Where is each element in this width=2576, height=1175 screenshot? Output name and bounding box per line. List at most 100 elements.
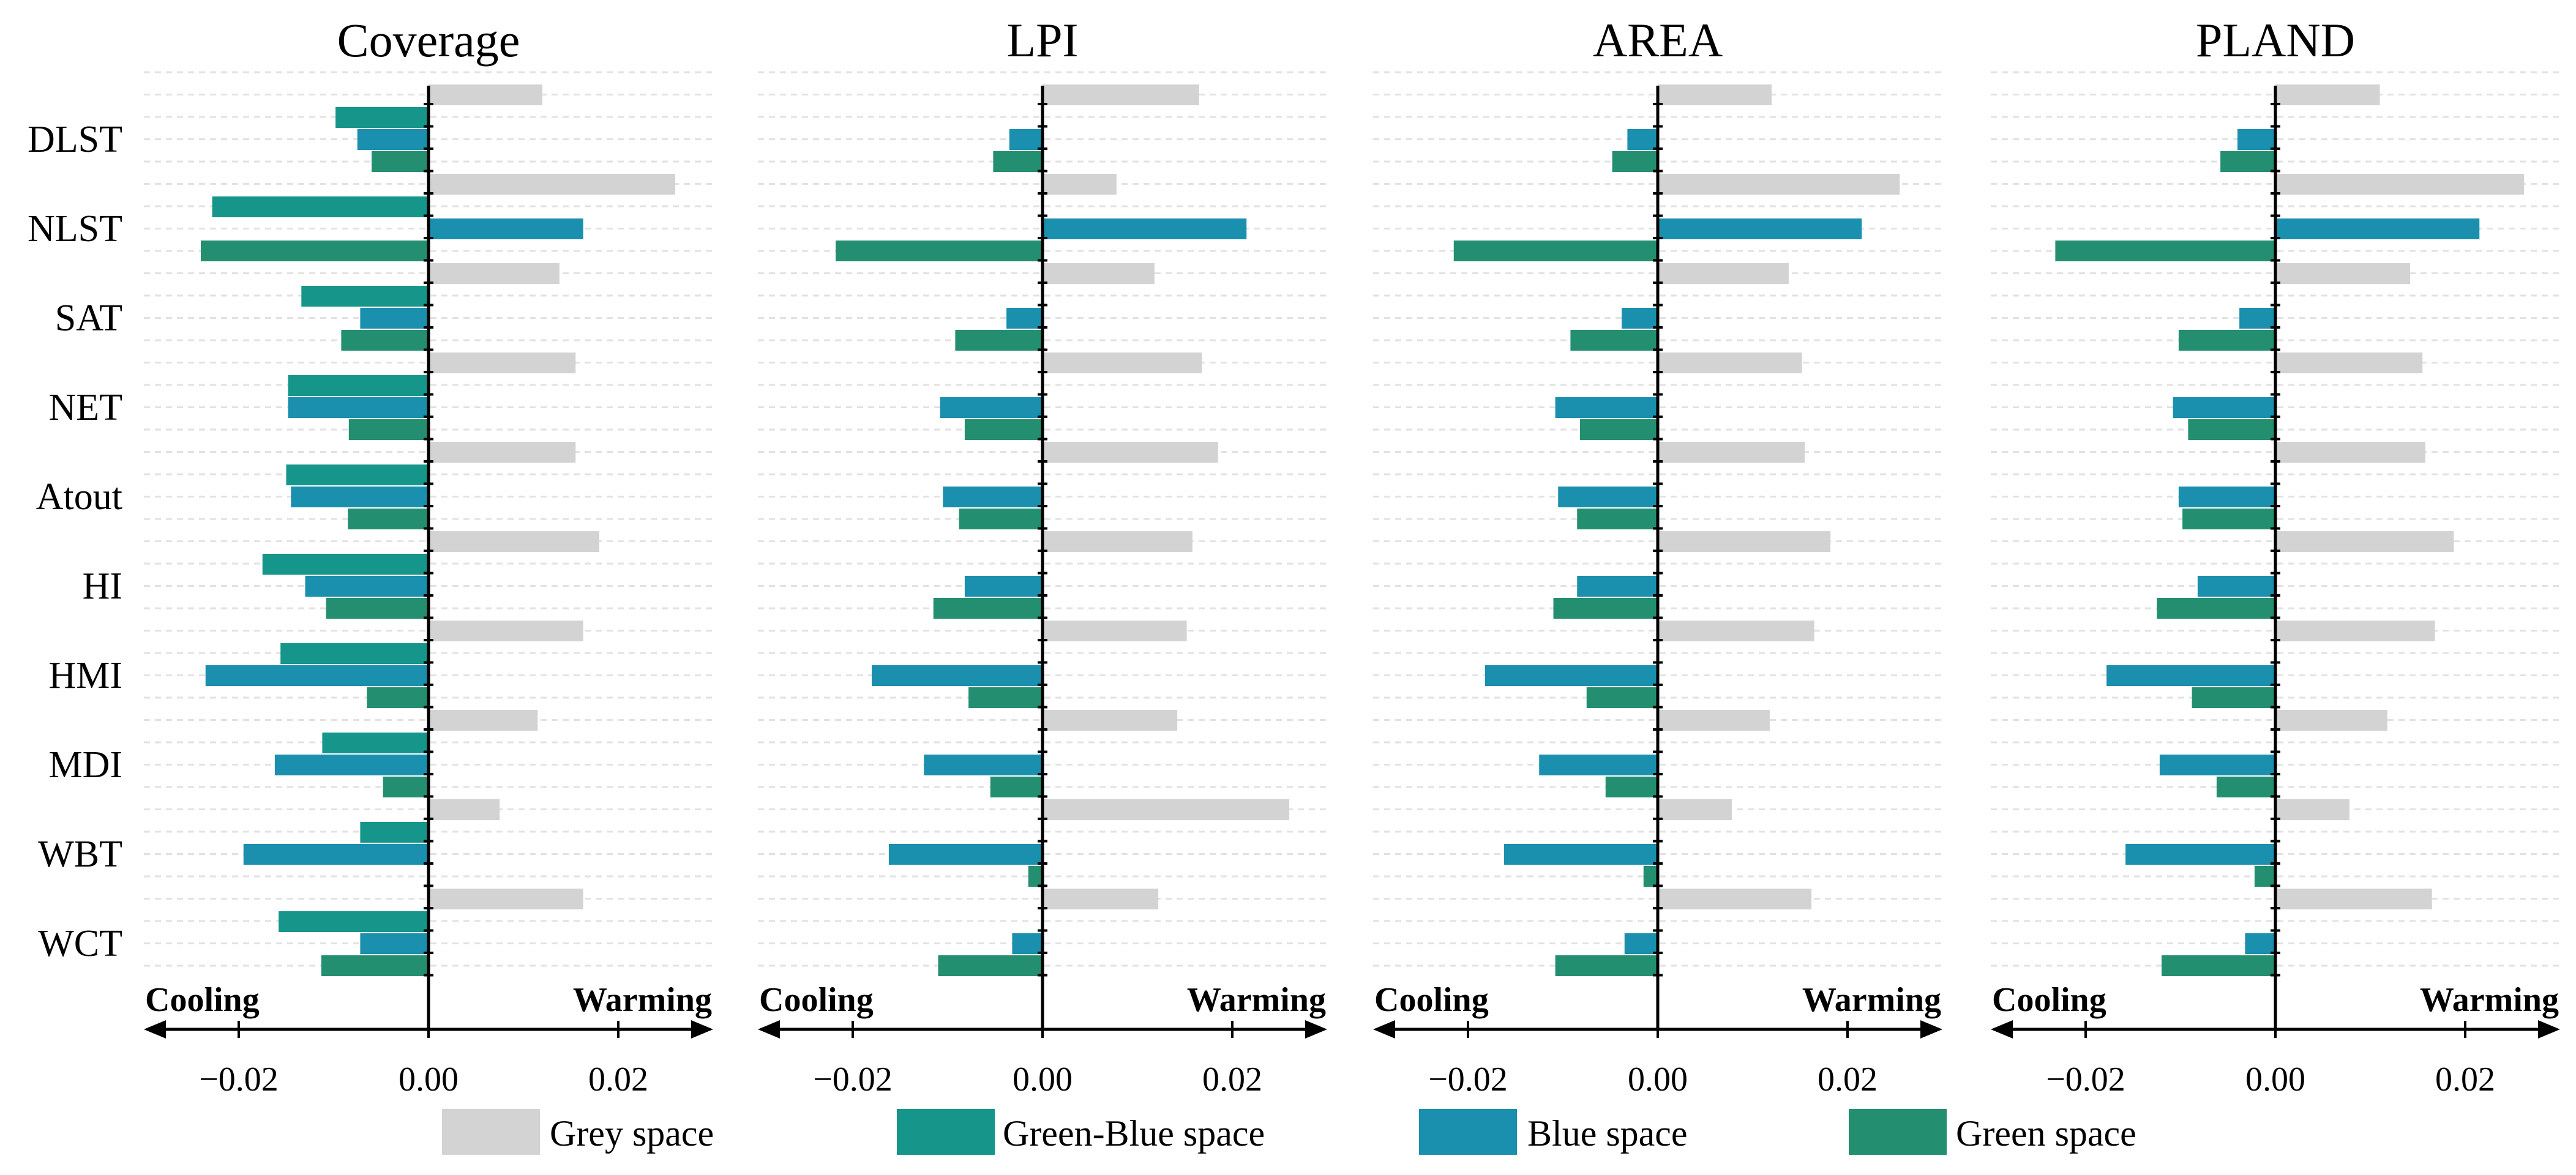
legend-item-green-blue-space: Green-Blue space [897, 1109, 1265, 1155]
bar-grey-space-hi [1043, 531, 1193, 552]
panel-area: AREA −0.02 0.00 0.02 Cooling Warming [1373, 13, 1942, 1099]
panel-pland: PLAND −0.02 0.00 0.02 Cooling Warming [1991, 13, 2560, 1099]
warming-label: Warming [573, 981, 712, 1019]
bar-green-blue-space-dlst [335, 107, 429, 128]
y-label-dlst: DLST [28, 119, 122, 160]
y-label-hmi: HMI [48, 655, 122, 696]
bar-blue-space-hi [964, 576, 1043, 597]
bar-green-space-nlst [836, 241, 1043, 261]
legend-swatch [1849, 1109, 1947, 1155]
bar-blue-space-atout [291, 487, 429, 507]
x-tick-label: 0.02 [1818, 1061, 1878, 1099]
cooling-label: Cooling [759, 981, 874, 1019]
bar-grey-space-sat [1043, 263, 1155, 284]
bar-blue-space-atout [943, 487, 1043, 507]
y-label-wbt: WBT [38, 834, 122, 875]
bar-blue-space-sat [2239, 308, 2275, 329]
warming-label: Warming [1187, 981, 1326, 1019]
bar-grey-space-nlst [1043, 174, 1117, 195]
bar-green-space-hmi [2192, 687, 2275, 708]
bar-green-space-dlst [1612, 151, 1658, 172]
bar-green-space-sat [955, 330, 1043, 351]
bar-blue-space-net [288, 397, 429, 418]
bar-green-space-wct [2162, 955, 2275, 976]
bar-green-space-wbt [1643, 866, 1658, 887]
bar-blue-space-wct [1012, 933, 1043, 954]
bar-grey-space-mdi [429, 710, 538, 731]
arrow-right-icon [2538, 1020, 2560, 1039]
x-tick-label: 0.02 [588, 1061, 648, 1099]
panel-coverage: Coverage −0.02 0.00 0.02 Cooling Warming [144, 13, 713, 1099]
bar-blue-space-wct [360, 933, 429, 954]
bar-grey-space-wbt [1658, 799, 1732, 820]
y-label-sat: SAT [55, 297, 122, 339]
legend-label: Blue space [1527, 1113, 1688, 1154]
bar-blue-space-hi [1577, 576, 1658, 597]
bar-green-space-atout [959, 509, 1043, 529]
y-label-mdi: MDI [48, 744, 122, 786]
bar-grey-space-wct [429, 889, 583, 909]
arrow-left-icon [1373, 1020, 1395, 1039]
y-label-wct: WCT [38, 923, 122, 964]
bar-green-space-nlst [201, 241, 429, 261]
bar-green-space-sat [1570, 330, 1658, 351]
bar-grey-space-atout [2275, 442, 2425, 463]
bar-blue-space-atout [2178, 487, 2275, 507]
bar-grey-space-wct [1043, 889, 1159, 909]
bar-blue-space-wct [2245, 933, 2275, 954]
bar-grey-space-wct [2275, 889, 2432, 909]
panel-title: LPI [1007, 13, 1079, 67]
bar-green-space-hi [933, 598, 1043, 619]
bar-green-space-nlst [1453, 241, 1658, 261]
bar-grey-space-net [1658, 352, 1802, 373]
bar-green-space-dlst [372, 151, 429, 172]
x-tick-label: 0.00 [1628, 1061, 1688, 1099]
legend-swatch [442, 1109, 540, 1155]
bar-grey-space-net [1043, 352, 1202, 373]
cooling-label: Cooling [145, 981, 260, 1019]
bar-green-space-atout [1577, 509, 1658, 529]
bar-blue-space-hmi [205, 665, 429, 686]
bar-green-space-mdi [383, 777, 429, 797]
arrow-left-icon [758, 1020, 780, 1039]
bar-green-space-wct [321, 955, 429, 976]
legend-item-green-space: Green space [1849, 1109, 2136, 1155]
bar-grey-space-dlst [1043, 84, 1199, 105]
bar-green-blue-space-net [288, 375, 429, 396]
bar-green-space-hmi [1586, 687, 1658, 708]
bar-green-space-atout [2182, 509, 2275, 529]
x-tick-label: 0.02 [1202, 1061, 1262, 1099]
bar-green-space-net [1579, 419, 1658, 440]
panel-title: PLAND [2196, 13, 2355, 67]
bar-grey-space-net [2275, 352, 2423, 373]
bar-blue-space-wbt [243, 844, 429, 865]
bar-green-blue-space-hmi [280, 643, 429, 664]
bar-blue-space-hi [2197, 576, 2275, 597]
panel-title: AREA [1593, 13, 1723, 67]
cooling-label: Cooling [1992, 981, 2106, 1019]
bar-blue-space-dlst [1009, 129, 1043, 150]
panel-title: Coverage [337, 13, 520, 67]
x-tick-label: −0.02 [1428, 1061, 1508, 1099]
y-label-net: NET [48, 387, 122, 428]
x-tick-label: −0.02 [813, 1061, 893, 1099]
bar-blue-space-hi [305, 576, 429, 597]
bar-grey-space-atout [429, 442, 576, 463]
bar-green-space-mdi [2216, 777, 2275, 797]
bar-grey-space-mdi [2275, 710, 2387, 731]
bar-green-space-sat [2178, 330, 2275, 351]
bar-grey-space-hmi [429, 621, 583, 641]
bar-green-space-hmi [367, 687, 429, 708]
y-label-atout: Atout [36, 476, 122, 518]
bar-blue-space-wbt [888, 844, 1043, 865]
bar-grey-space-mdi [1043, 710, 1178, 731]
arrow-right-icon [1305, 1020, 1327, 1039]
bar-grey-space-sat [429, 263, 560, 284]
bar-blue-space-hmi [2106, 665, 2275, 686]
bar-green-blue-space-mdi [322, 733, 429, 753]
bar-blue-space-sat [1622, 308, 1658, 329]
panel-lpi: LPI −0.02 0.00 0.02 Cooling Warming [758, 13, 1327, 1099]
bar-blue-space-mdi [2159, 755, 2275, 775]
bar-green-space-wbt [2254, 866, 2275, 887]
bar-blue-space-atout [1558, 487, 1658, 507]
